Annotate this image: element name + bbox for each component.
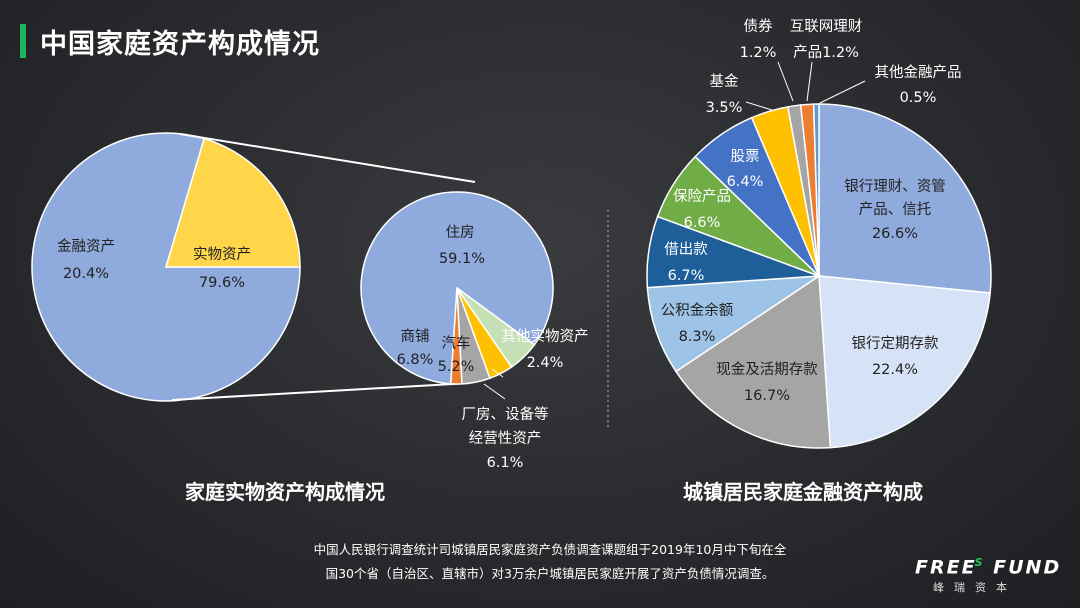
pie3-label-0b: 产品、信托 bbox=[859, 201, 932, 218]
pie3-slice-10 bbox=[812, 103, 820, 277]
pie1-label-1: 金融资产 bbox=[57, 238, 115, 255]
pie1-value-0: 79.6% bbox=[199, 275, 245, 291]
source-note-line1: 中国人民银行调查统计司城镇居民家庭资产负债调查课题组于2019年10月中下旬在全 bbox=[313, 542, 787, 557]
pie3-leader-line-7 bbox=[745, 101, 773, 111]
source-note: 中国人民银行调查统计司城镇居民家庭资产负债调查课题组于2019年10月中下旬在全… bbox=[260, 538, 840, 586]
pie3-value-3: 8.3% bbox=[679, 329, 716, 345]
pie3-label-7: 基金 bbox=[710, 73, 739, 90]
page-title: 中国家庭资产构成情况 bbox=[40, 29, 320, 60]
pie3-label-5: 保险产品 bbox=[673, 188, 731, 205]
pie3-slice-2 bbox=[674, 274, 832, 449]
chart-title-financial-assets: 城镇居民家庭金融资产构成 bbox=[683, 480, 923, 504]
freesfund-logo: FREES FUND 峰瑞资本 bbox=[915, 556, 1065, 595]
pie2-value-0: 59.1% bbox=[439, 251, 485, 267]
pie3-slice-3 bbox=[646, 275, 822, 373]
pie3-slice-0 bbox=[818, 103, 992, 294]
pie3-value-6: 6.4% bbox=[727, 174, 764, 190]
pie3-label-0a: 银行理财、资管 bbox=[844, 178, 946, 195]
pie3-label-2: 现金及活期存款 bbox=[716, 361, 818, 378]
pie2-label-2b: 经营性资产 bbox=[469, 430, 542, 447]
connector-line-bottom bbox=[171, 382, 471, 401]
pie2-label-0: 住房 bbox=[446, 224, 475, 241]
pie3-label-4: 借出款 bbox=[664, 241, 708, 258]
zoom-connector-lines bbox=[171, 133, 476, 401]
pie3-label-1: 银行定期存款 bbox=[852, 335, 939, 352]
pie2-leader-line-1 bbox=[491, 368, 504, 378]
pie2-label-1: 其他实物资产 bbox=[502, 328, 589, 345]
pie2-leader-line-2 bbox=[483, 383, 506, 400]
pie3-leader-line-10 bbox=[819, 80, 866, 104]
pie3-label-6: 股票 bbox=[731, 149, 760, 165]
pie1-slice-1 bbox=[164, 137, 301, 268]
connector-line-top bbox=[179, 133, 476, 183]
pie3-value-2: 16.7% bbox=[744, 388, 790, 404]
pie3-label-3: 公积金余额 bbox=[661, 301, 734, 319]
pie-financial-assets bbox=[646, 103, 992, 449]
pie2-label-4: 商铺 bbox=[401, 328, 430, 345]
pie3-label-8: 债券 bbox=[744, 18, 773, 35]
pie3-label-10: 其他金融产品 bbox=[875, 64, 962, 81]
pie3-value-10: 0.5% bbox=[900, 90, 937, 106]
pie2-label-3: 汽车 bbox=[442, 335, 471, 352]
pie3-value-8: 1.2% bbox=[740, 45, 777, 61]
pie2-label-2a: 厂房、设备等 bbox=[462, 405, 549, 423]
chart-labels: 实物资产 79.6% 金融资产 20.4% 住房 59.1% 其他实物资产 2.4% 厂房、设备… bbox=[57, 18, 962, 471]
pie3-label-9a: 互联网理财 bbox=[790, 18, 863, 35]
logo-wordmark: FREES FUND bbox=[915, 556, 1062, 579]
pie3-label-9b: 产品1.2% bbox=[793, 44, 859, 61]
source-note-line2: 国30个省（自治区、直辖市）对3万余户城镇居民家庭开展了资产负债情况调查。 bbox=[325, 566, 775, 581]
pie3-value-0: 26.6% bbox=[872, 226, 918, 242]
pie3-leader-line-9 bbox=[806, 61, 813, 102]
logo-chinese-name: 峰瑞资本 bbox=[933, 581, 1017, 595]
pie3-slice-1 bbox=[818, 275, 991, 449]
pie1-value-1: 20.4% bbox=[63, 266, 109, 282]
pie3-value-7: 3.5% bbox=[706, 100, 743, 116]
title-accent-bar bbox=[20, 24, 26, 58]
chart-title-physical-assets: 家庭实物资产构成情况 bbox=[185, 480, 385, 504]
pie2-value-1: 2.4% bbox=[527, 355, 564, 371]
pie-household-assets bbox=[31, 132, 301, 402]
pie3-value-1: 22.4% bbox=[872, 362, 918, 378]
pie3-leader-line-8 bbox=[777, 61, 794, 102]
pie2-slice-4 bbox=[456, 287, 536, 368]
pie2-value-4: 6.8% bbox=[397, 352, 434, 368]
pie-physical-assets bbox=[360, 191, 554, 385]
pie2-value-2: 6.1% bbox=[487, 455, 524, 471]
pie2-value-3: 5.2% bbox=[438, 359, 475, 375]
pie1-label-0: 实物资产 bbox=[193, 246, 251, 263]
pie3-value-4: 6.7% bbox=[668, 268, 705, 284]
pie3-value-5: 6.6% bbox=[684, 215, 721, 231]
